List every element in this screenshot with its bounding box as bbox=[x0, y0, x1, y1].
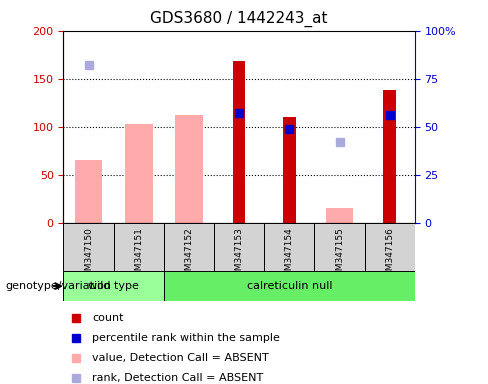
Bar bbox=[233, 61, 245, 223]
Text: GSM347155: GSM347155 bbox=[335, 227, 344, 282]
Bar bbox=[63, 223, 114, 271]
Text: GSM347154: GSM347154 bbox=[285, 227, 294, 282]
Text: GSM347151: GSM347151 bbox=[134, 227, 143, 282]
Text: genotype/variation: genotype/variation bbox=[5, 281, 111, 291]
Bar bbox=[283, 117, 296, 223]
Text: GSM347156: GSM347156 bbox=[385, 227, 394, 282]
Text: wild type: wild type bbox=[88, 281, 139, 291]
Text: GSM347153: GSM347153 bbox=[235, 227, 244, 282]
Bar bbox=[365, 223, 415, 271]
Text: GSM347152: GSM347152 bbox=[184, 227, 193, 282]
Bar bbox=[314, 223, 365, 271]
Bar bbox=[164, 271, 415, 301]
Bar bbox=[125, 124, 153, 223]
Bar bbox=[175, 115, 203, 223]
Bar bbox=[325, 208, 353, 223]
Bar bbox=[114, 223, 164, 271]
Bar bbox=[264, 223, 314, 271]
Bar bbox=[384, 90, 396, 223]
Text: percentile rank within the sample: percentile rank within the sample bbox=[93, 333, 280, 343]
Text: count: count bbox=[93, 313, 124, 323]
Text: GSM347150: GSM347150 bbox=[84, 227, 93, 282]
Bar bbox=[75, 161, 102, 223]
Bar bbox=[164, 223, 214, 271]
Text: rank, Detection Call = ABSENT: rank, Detection Call = ABSENT bbox=[93, 373, 264, 383]
Text: value, Detection Call = ABSENT: value, Detection Call = ABSENT bbox=[93, 353, 269, 363]
Title: GDS3680 / 1442243_at: GDS3680 / 1442243_at bbox=[150, 10, 328, 26]
Bar bbox=[214, 223, 264, 271]
Bar bbox=[63, 271, 164, 301]
Text: calreticulin null: calreticulin null bbox=[246, 281, 332, 291]
